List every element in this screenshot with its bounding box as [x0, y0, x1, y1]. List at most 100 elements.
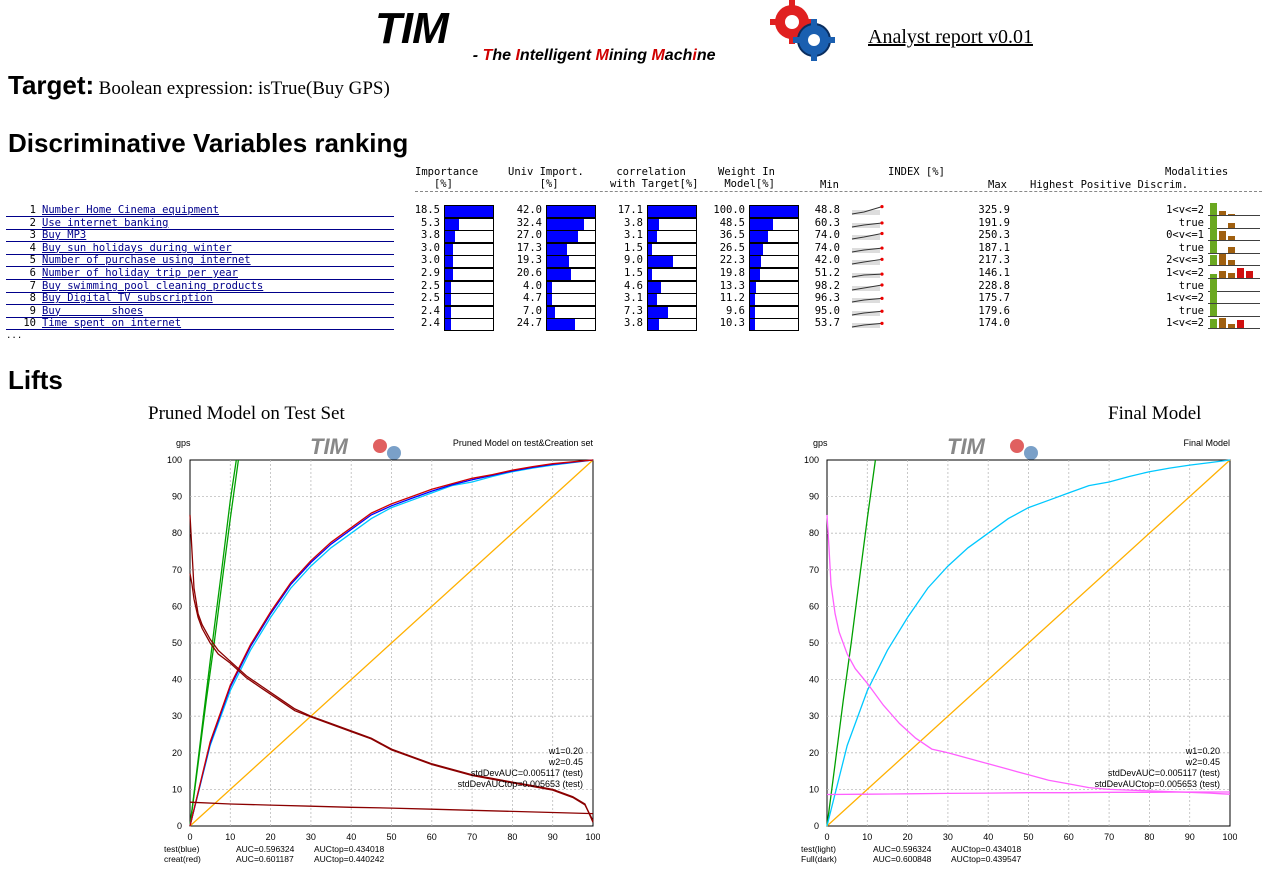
lift-chart-final: TIM gps Final Model 0 10 20 30 40 50 60 70 80 90 100 0… [801, 434, 1237, 864]
y-tick-label: 30 [172, 711, 182, 721]
variable-name-link[interactable]: Buy sun holidays during winter [42, 241, 232, 254]
importance-value: 18.5 [414, 204, 440, 216]
logo-part: M [651, 47, 665, 64]
weight-value: 26.5 [719, 241, 745, 254]
correlation-value: 17.1 [617, 204, 643, 216]
chart-annotation: stdDevAUC=0.005117 (test) [1108, 768, 1220, 778]
index-min-value: 48.8 [814, 204, 840, 216]
weight-value: 100.0 [713, 204, 745, 216]
logo-part: ntelligent [519, 47, 596, 64]
variable-name-link[interactable]: Buy swimming pool cleaning products [42, 279, 264, 292]
univ-import-value: 4.0 [523, 279, 542, 292]
header-index: INDEX [%] [888, 166, 945, 178]
chart-footer-text: AUC=0.596324 [873, 844, 932, 854]
target-label: Target: [8, 70, 95, 100]
variable-name-link[interactable]: Buy MP3 [42, 229, 87, 242]
index-min-value: 95.0 [814, 304, 840, 317]
index-max-value: 187.1 [978, 241, 1010, 254]
series-line-1 [189, 459, 237, 827]
report-title: Analyst report v0.01 [868, 26, 1033, 48]
x-tick-label: 20 [903, 832, 913, 842]
weight-value: 22.3 [719, 254, 745, 267]
sparkline-dot [880, 309, 884, 313]
chart1-caption: Pruned Model on Test Set [148, 403, 345, 424]
correlation-bar [647, 255, 697, 269]
y-tick-label: 50 [172, 638, 182, 648]
variable-name-link[interactable]: Time spent on internet [42, 317, 182, 330]
variable-name-link[interactable]: Number Home Cinema equipment [42, 204, 220, 216]
correlation-bar [647, 280, 697, 294]
chart-footer-text: test(blue) [164, 844, 200, 854]
univ-import-bar-fill [547, 269, 571, 280]
rank-number: 1 [29, 204, 36, 216]
correlation-bar-fill [648, 218, 659, 230]
rank-number: 6 [29, 267, 36, 279]
correlation-bar [647, 230, 697, 244]
weight-bar [749, 217, 799, 231]
y-tick-label: 0 [177, 821, 182, 831]
index-max-value: 217.3 [978, 254, 1010, 267]
y-tick-label: 80 [172, 528, 182, 538]
index-sparkline [851, 283, 884, 291]
importance-value: 2.5 [421, 292, 440, 305]
variable-name-link[interactable]: Buy Digital TV subscription [42, 292, 213, 305]
y-tick-label: 90 [809, 492, 819, 502]
weight-bar-fill [750, 269, 760, 280]
rank-number: 9 [29, 304, 36, 317]
sparkline-line [851, 310, 883, 316]
correlation-bar-fill [648, 269, 653, 280]
weight-bar-fill [750, 319, 755, 331]
series-line-3 [826, 514, 1231, 795]
variable-name-link[interactable]: Number of holiday trip per year [42, 267, 238, 279]
weight-bar [749, 242, 799, 256]
variable-name-link[interactable]: Number of purchase using internet [42, 254, 251, 267]
index-max-value: 174.0 [978, 317, 1010, 330]
correlation-bar [647, 305, 697, 319]
rank-number: 10 [23, 317, 36, 330]
modality-value: 1<v<=2 [1166, 317, 1204, 330]
chart-annotation: w2=0.45 [1185, 757, 1220, 767]
importance-bar [444, 217, 494, 231]
importance-value: 2.4 [421, 304, 440, 317]
univ-import-bar-fill [547, 281, 552, 293]
chart-footer-text: AUCtop=0.440242 [314, 854, 384, 864]
correlation-value: 3.8 [624, 317, 643, 330]
variable-name-link[interactable]: Buy shoes [42, 304, 144, 317]
row-underline [6, 253, 394, 255]
modality-bar [1219, 231, 1226, 241]
logo-part: i [692, 47, 697, 64]
y-tick-label: 30 [809, 711, 819, 721]
chart-watermark-logo: TIM [947, 434, 986, 459]
sparkline-line [851, 323, 883, 328]
modality-value: 0<v<=1 [1166, 229, 1204, 242]
chart-watermark-gear-red-icon [1010, 439, 1024, 453]
header-max: Max [988, 179, 1007, 191]
x-tick-label: 40 [983, 832, 993, 842]
x-tick-label: 30 [306, 832, 316, 842]
target-value: Boolean expression: isTrue(Buy GPS) [98, 78, 390, 99]
series-line-4 [189, 459, 594, 827]
modality-bars [1208, 203, 1260, 216]
weight-value: 48.5 [719, 216, 745, 229]
chart-footer-text: AUCtop=0.434018 [951, 844, 1021, 854]
importance-bar-fill [445, 231, 455, 243]
header-importance: Importance [%] [415, 166, 479, 190]
modality-bars [1208, 254, 1260, 267]
correlation-value: 3.1 [624, 229, 643, 242]
row-underline [6, 241, 394, 243]
chart-title: Pruned Model on test&Creation set [453, 438, 594, 448]
y-tick-label: 40 [809, 675, 819, 685]
modality-bar [1210, 240, 1217, 253]
variable-name-link[interactable]: Use internet banking [42, 216, 169, 229]
univ-import-value: 24.7 [516, 317, 542, 330]
logo-part: T [482, 47, 493, 64]
weight-bar [749, 318, 799, 332]
weight-bar-fill [750, 281, 757, 293]
chart-annotation: w1=0.20 [1185, 746, 1220, 756]
sparkline-dot [880, 272, 884, 276]
modality-bars [1208, 240, 1260, 254]
target-line: Target: Boolean expression: isTrue(Buy G… [8, 70, 390, 101]
row-underline [6, 216, 394, 217]
chart-footer-text: test(light) [801, 844, 836, 854]
weight-bar [749, 255, 799, 269]
